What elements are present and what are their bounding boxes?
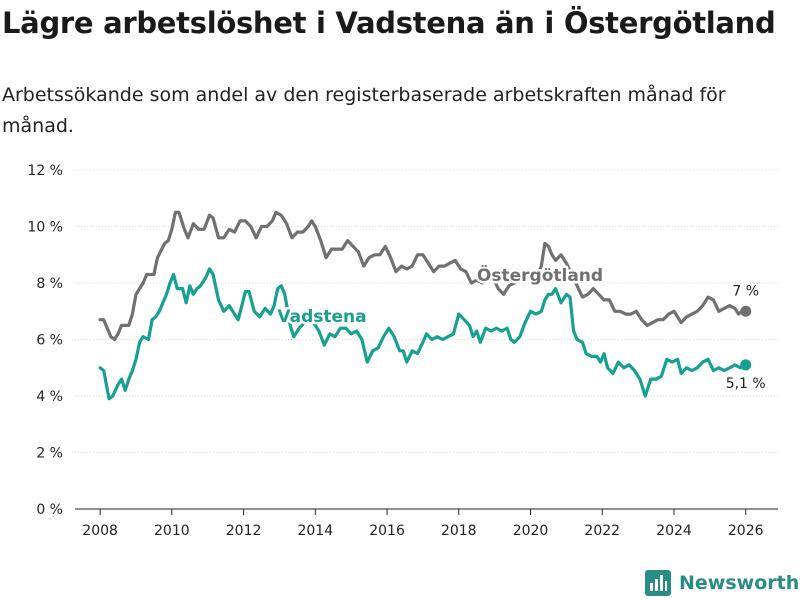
- series-label-vadstena: Vadstena: [277, 307, 366, 327]
- y-tick-label: 10 %: [27, 220, 63, 236]
- x-tick-label: 2016: [369, 523, 405, 539]
- page-title: Lägre arbetslöshet i Vadstena än i Öster…: [2, 6, 776, 40]
- series-label-halo-vadstena: Vadstena: [277, 307, 366, 327]
- x-tick-label: 2018: [441, 523, 477, 539]
- series-line-vadstena: [98, 267, 748, 401]
- x-tick-label: 2012: [226, 523, 262, 539]
- x-tick-label: 2026: [728, 523, 764, 539]
- series-label-halo-ostergotland: Östergötland: [477, 264, 603, 286]
- x-tick-label: 2008: [82, 523, 118, 539]
- x-tick-label: 2022: [584, 523, 620, 539]
- y-tick-label: 8 %: [36, 276, 63, 292]
- y-tick-label: 4 %: [36, 389, 63, 405]
- y-tick-label: 6 %: [36, 333, 63, 349]
- x-tick-label: 2010: [154, 523, 190, 539]
- brand-logo: Newsworthy: [645, 568, 800, 598]
- y-tick-label: 0 %: [36, 502, 63, 518]
- brand-name: Newsworthy: [679, 572, 800, 594]
- y-tick-label: 2 %: [36, 446, 63, 462]
- y-tick-label: 12 %: [27, 163, 63, 179]
- chart-subtitle: Arbetssökande som andel av den registerb…: [2, 84, 726, 137]
- end-value-label-vadstena: 5,1 %: [726, 376, 766, 392]
- newsworthy-logo-icon: [645, 570, 671, 596]
- series-label-ostergotland: Östergötland: [477, 264, 603, 286]
- x-tick-label: 2020: [513, 523, 549, 539]
- x-tick-label: 2024: [656, 523, 692, 539]
- series-line-ostergotland: [98, 210, 748, 342]
- end-value-label-ostergotland: 7 %: [732, 283, 759, 299]
- end-point-vadstena: [740, 359, 752, 371]
- end-point-ostergotland: [740, 305, 752, 317]
- x-tick-label: 2014: [297, 523, 333, 539]
